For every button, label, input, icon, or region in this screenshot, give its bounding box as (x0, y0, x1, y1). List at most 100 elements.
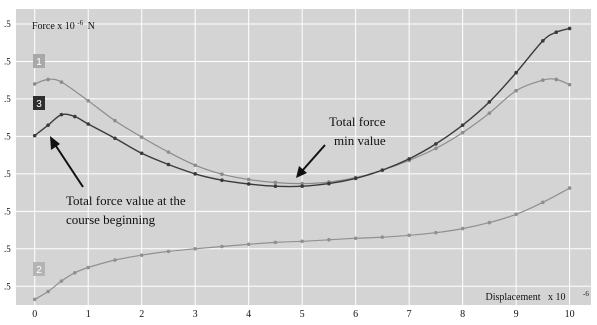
series-layer (32, 26, 572, 302)
annotation-min-value: Total force min value (296, 114, 386, 178)
series-1-badge: 1 (33, 54, 45, 68)
series-3-point (554, 30, 559, 35)
series-2-point (59, 279, 64, 283)
series-3-point (220, 178, 224, 183)
series-2-badge-box (33, 262, 45, 276)
y-tick-label: .5 (4, 244, 11, 254)
series-3-point (86, 122, 91, 126)
annotation-course-beginning-line-2: course beginning (66, 212, 156, 227)
y-axis-title-label: Force x 10 (32, 21, 75, 32)
series-2-point (46, 289, 50, 294)
series-3-badge-box (33, 96, 45, 110)
x-axis-title-label: Displacement x 10 (486, 292, 566, 303)
series-3-badge: 3 (33, 96, 45, 110)
series-3-point (567, 26, 572, 31)
series-2-point (86, 265, 91, 270)
x-tick-label: 4 (246, 309, 251, 320)
series-1-point (567, 82, 572, 87)
x-tick-label: 1 (86, 309, 91, 320)
x-tick-label: 3 (193, 309, 198, 320)
x-tick-label: 2 (139, 309, 144, 320)
y-tick-label: .5 (4, 281, 11, 291)
x-tick-label: 5 (300, 309, 305, 320)
series-2-point (273, 240, 278, 245)
series-2-badge-label: 2 (36, 265, 42, 276)
series-1-point (113, 118, 117, 123)
x-axis-title: Displacement x 10 -6 m (468, 288, 597, 303)
series-1-point (541, 78, 545, 82)
series-2-point (541, 200, 545, 205)
annotation-min-value-arrow-shaft (301, 144, 326, 172)
series-3-point (327, 181, 331, 186)
grid (16, 9, 591, 305)
tick-labels: 0 1 2 3 4 5 6 7 8 9 10 .5 .5 .5 .5 .5 .5 .5 .5 (4, 19, 575, 320)
series-3-point (487, 100, 492, 104)
y-tick-label: .5 (4, 131, 11, 141)
series-2-point (166, 249, 171, 254)
series-2-point (246, 242, 251, 247)
series-2-badge: 2 (33, 262, 45, 276)
x-axis-title-exponent: -6 (583, 290, 589, 298)
series-2-point (327, 238, 331, 242)
y-axis-title-exponent: -6 (77, 19, 83, 27)
series-3-point (541, 39, 545, 43)
series-3-point (46, 123, 50, 127)
x-tick-label: 7 (407, 309, 412, 320)
series-1-badge-label: 1 (36, 57, 42, 68)
annotation-course-beginning-arrowhead (50, 136, 60, 150)
series-2-point (300, 239, 304, 244)
series-3-point (434, 142, 438, 146)
plot-background (16, 9, 591, 305)
series-1-point (193, 163, 197, 168)
series-1-badge-box (33, 54, 45, 68)
series-1-point (220, 172, 224, 177)
series-3-point (193, 172, 197, 176)
y-axis-title: Force x 10 -6 N (32, 17, 95, 32)
series-2-point (220, 244, 224, 249)
annotation-course-beginning-line-1: Total force value at the (66, 193, 186, 208)
series-3-point (32, 133, 37, 138)
series-3-point (460, 123, 465, 127)
series-3-point (407, 157, 411, 161)
series-2-point (487, 220, 492, 225)
series-1-point (554, 77, 559, 82)
series-3-point (300, 184, 304, 189)
series-1-point (166, 150, 171, 154)
series-3-point (514, 70, 518, 75)
series-3-point (166, 162, 171, 167)
series-2-point (73, 270, 77, 275)
x-tick-label: 10 (565, 309, 575, 320)
series-2-point (353, 236, 358, 241)
annotation-course-beginning: Total force value at the course beginnin… (50, 136, 186, 227)
series-1-point (514, 88, 518, 93)
series-3-point (380, 168, 385, 172)
series-1-point (86, 98, 91, 103)
annotation-min-value-arrowhead (296, 166, 307, 178)
series-2-point (434, 230, 438, 235)
y-tick-label: .5 (4, 94, 11, 104)
series-1-point (59, 80, 64, 84)
series-2-point (460, 226, 465, 231)
series-3-point (246, 182, 251, 186)
series-1-point (273, 180, 278, 185)
series-2-point (380, 235, 385, 239)
annotation-course-beginning-arrow-shaft (53, 142, 84, 188)
series-1-point (487, 111, 492, 115)
annotation-min-value-line-2: min value (334, 133, 386, 148)
series-3-badge-label: 3 (36, 99, 42, 110)
series-1-point (246, 177, 251, 182)
series-3-point (59, 112, 64, 117)
x-tick-label: 6 (353, 309, 358, 320)
y-axis-title-unit: N (88, 21, 95, 32)
x-tick-label: 8 (460, 309, 465, 320)
y-tick-label: .5 (4, 19, 11, 29)
x-tick-label: 0 (32, 309, 37, 320)
x-tick-label: 9 (514, 309, 519, 320)
series-2-point (514, 212, 518, 217)
series-2-point (113, 258, 117, 262)
series-1-point (32, 82, 37, 86)
series-3-point (273, 184, 278, 189)
y-tick-label: .5 (4, 169, 11, 179)
series-2-point (32, 297, 37, 302)
